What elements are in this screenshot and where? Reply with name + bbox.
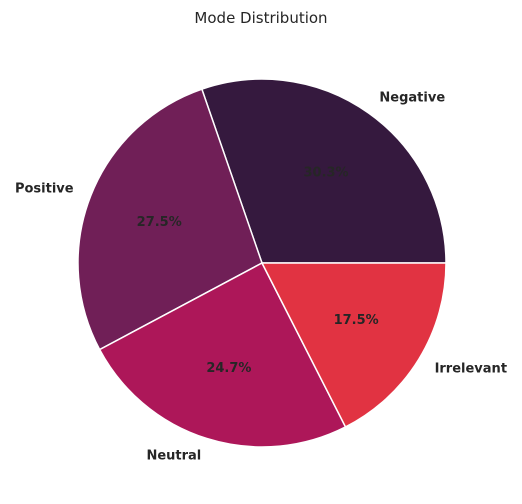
- pie-slices: [77, 78, 447, 448]
- slice-label-negative: Negative: [379, 91, 445, 106]
- pct-label-positive: 27.5%: [137, 215, 182, 230]
- pie-slice-neutral: [98, 261, 347, 448]
- pct-label-neutral: 24.7%: [206, 361, 251, 376]
- slice-label-neutral: Neutral: [146, 449, 201, 464]
- pct-label-irrelevant: 17.5%: [334, 313, 379, 328]
- pie-labels: Negative 30.3% Positive 27.5% Neutral 24.7% Ir…: [15, 91, 507, 464]
- pie-slice-positive: [77, 88, 263, 351]
- slice-label-irrelevant: Irrelevant: [435, 361, 507, 376]
- pct-label-negative: 30.3%: [303, 166, 348, 181]
- pie-slice-negative: [200, 78, 447, 264]
- slice-label-positive: Positive: [15, 182, 74, 197]
- pie-slice-irrelevant: [260, 262, 447, 428]
- chart-title: Mode Distribution: [194, 9, 327, 27]
